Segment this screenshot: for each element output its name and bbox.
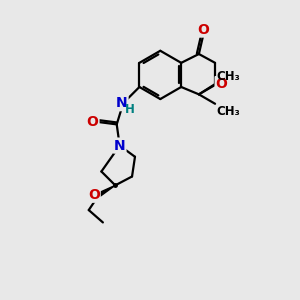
Text: CH₃: CH₃ xyxy=(217,105,240,118)
Text: N: N xyxy=(116,96,127,110)
Polygon shape xyxy=(98,185,115,197)
Text: H: H xyxy=(125,103,135,116)
Text: O: O xyxy=(197,22,209,37)
Text: CH₃: CH₃ xyxy=(217,70,240,83)
Text: O: O xyxy=(88,188,100,202)
Text: O: O xyxy=(216,77,227,91)
Text: N: N xyxy=(114,139,125,153)
Text: O: O xyxy=(87,115,98,129)
